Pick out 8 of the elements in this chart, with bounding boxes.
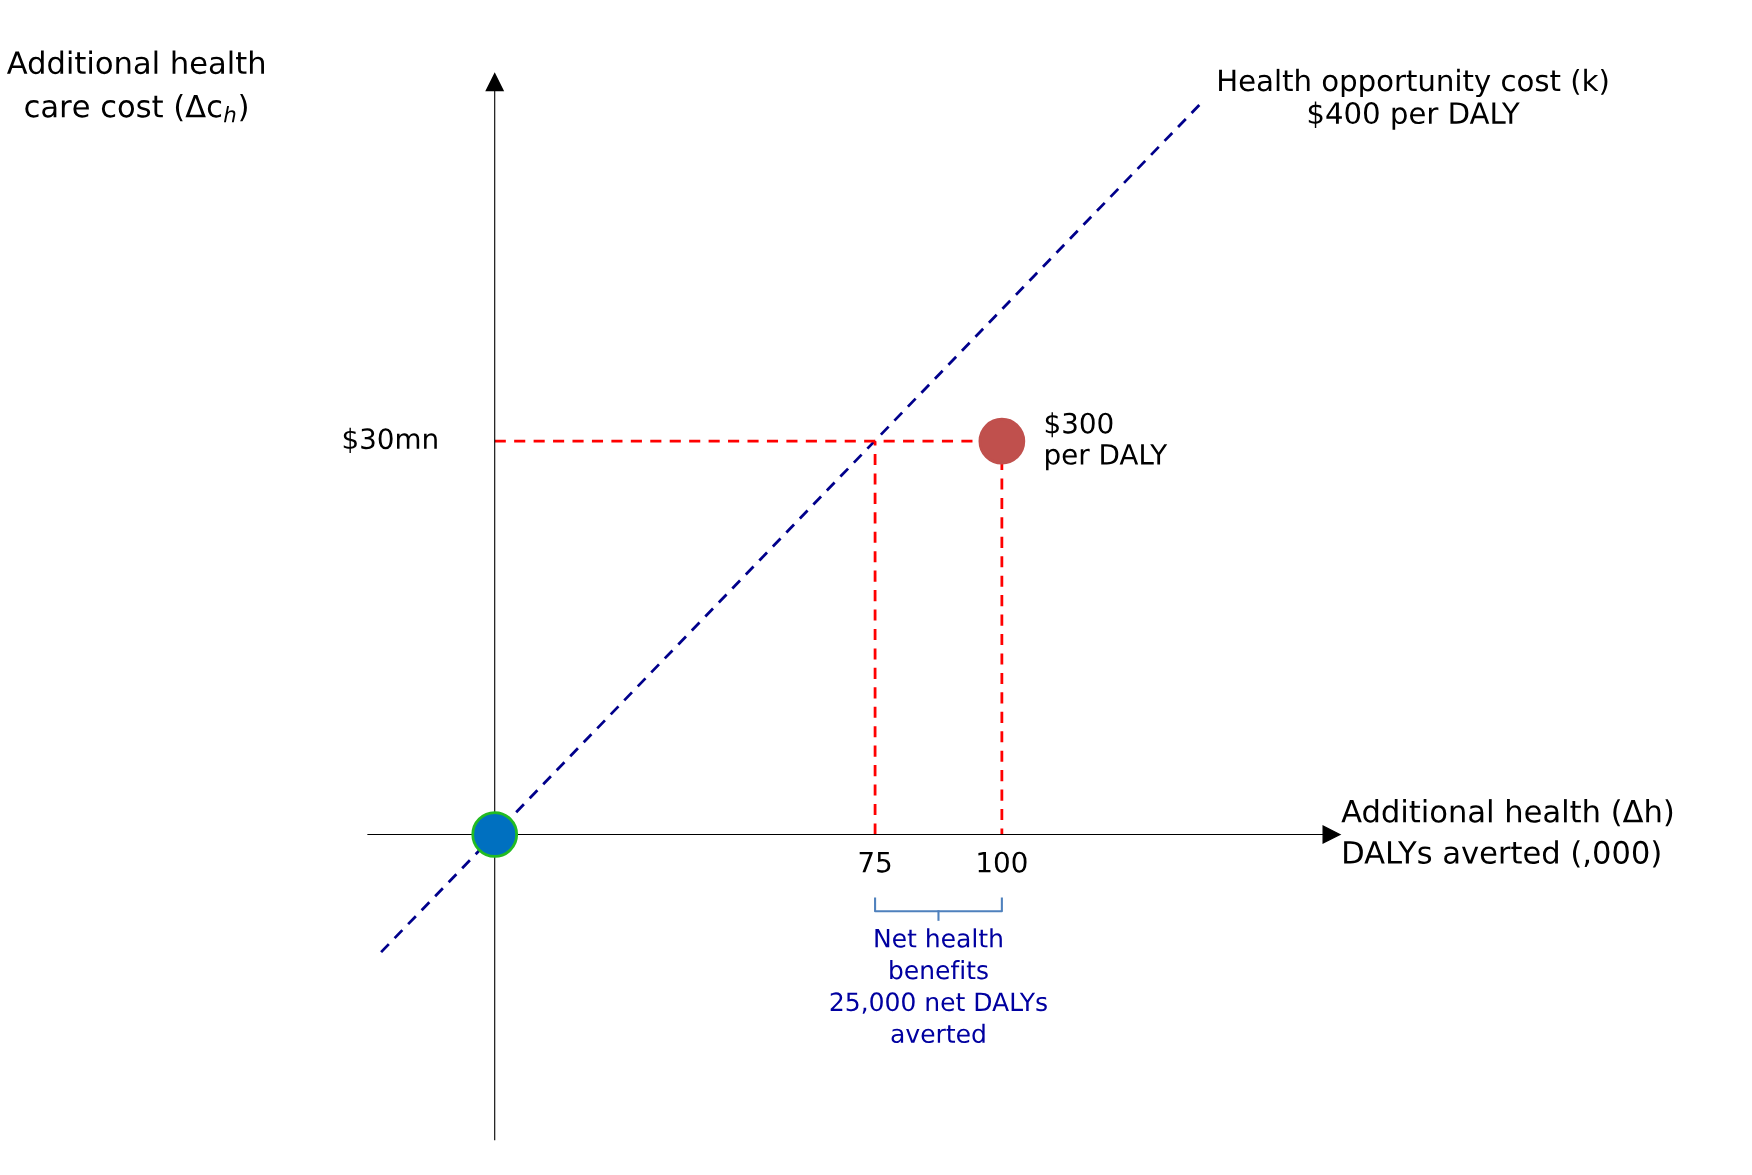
annotation: Health opportunity cost (k) $400 per DALY [1219, 68, 1608, 130]
annotation: $300 per DALY [1045, 412, 1168, 471]
x-tick-label: 75 [859, 852, 891, 873]
y-axis-title: Additional health care cost (Δc$_{h}$) [6, 50, 264, 123]
annotation: $30mn [343, 427, 437, 453]
x-axis-title: Additional health (Δh) DALYs averted (,000) [1341, 799, 1673, 868]
annotation: Net health benefits 25,000 net DALYs averted [830, 928, 1047, 1044]
x-tick-label: 100 [978, 851, 1027, 873]
